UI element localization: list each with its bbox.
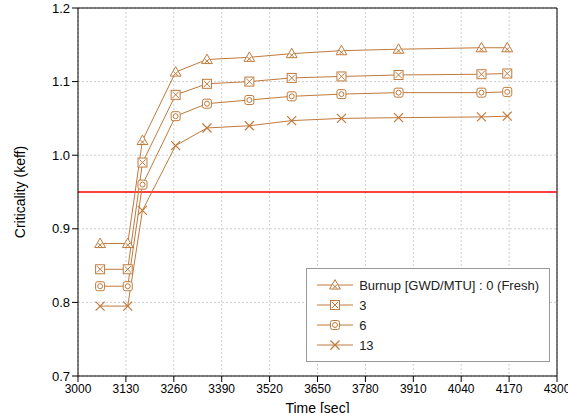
html-text:6: 6 xyxy=(359,317,367,333)
svg-text:0.7: 0.7 xyxy=(52,369,70,384)
svg-text:0.8: 0.8 xyxy=(52,295,70,310)
svg-text:3260: 3260 xyxy=(160,382,187,396)
html-text:3: 3 xyxy=(359,297,367,313)
svg-text:3650: 3650 xyxy=(304,382,331,396)
svg-text:1.0: 1.0 xyxy=(52,148,70,163)
svg-text:3910: 3910 xyxy=(400,382,427,396)
svg-text:3780: 3780 xyxy=(352,382,379,396)
svg-text:Time [sec]: Time [sec] xyxy=(285,400,349,413)
svg-text:0.9: 0.9 xyxy=(52,221,70,236)
svg-text:3520: 3520 xyxy=(256,382,283,396)
svg-text:4170: 4170 xyxy=(496,382,523,396)
svg-text:1.1: 1.1 xyxy=(52,74,70,89)
svg-text:3130: 3130 xyxy=(113,382,140,396)
svg-text:4300: 4300 xyxy=(544,382,560,396)
svg-text:4040: 4040 xyxy=(448,382,475,396)
svg-text:3000: 3000 xyxy=(64,381,92,396)
svg-text:3390: 3390 xyxy=(208,382,235,396)
svg-text:1.2: 1.2 xyxy=(52,1,70,16)
html-text:13: 13 xyxy=(359,337,374,353)
svg-text:Criticality (keff): Criticality (keff) xyxy=(12,146,28,238)
html-text:Burnup [GWD/MTU] : 0 (Fresh): Burnup [GWD/MTU] : 0 (Fresh) xyxy=(359,277,539,293)
